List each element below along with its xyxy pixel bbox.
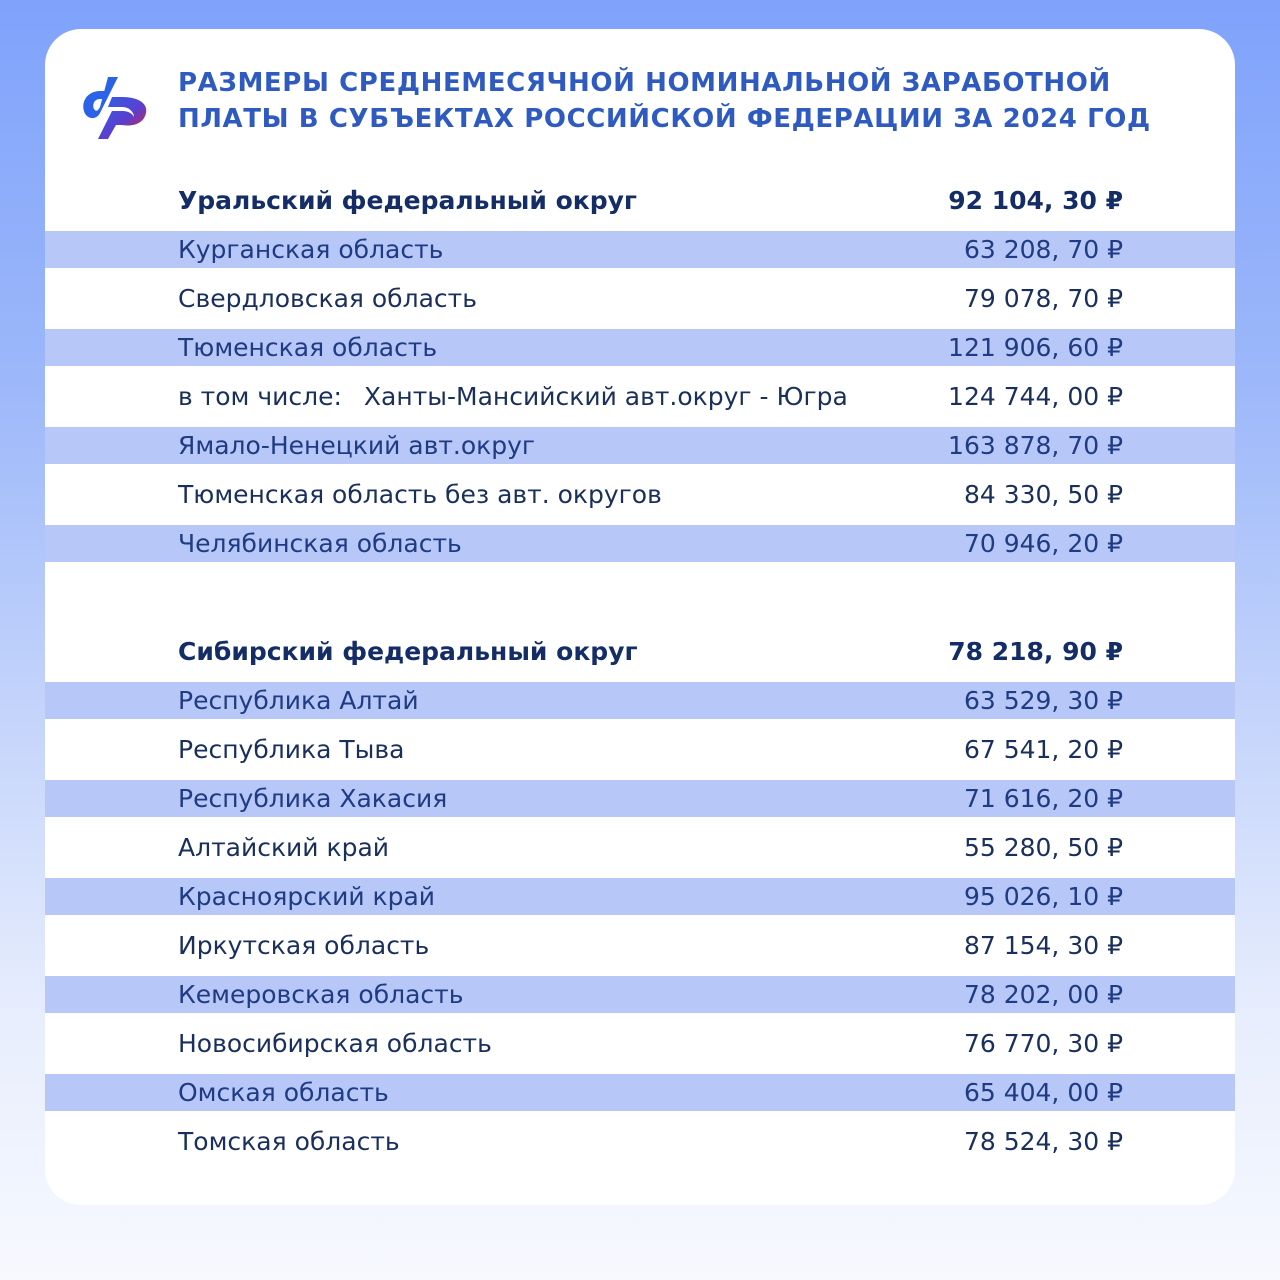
region-name: Челябинская область: [178, 529, 462, 558]
region-name: Кемеровская область: [178, 980, 464, 1009]
region-value: 65 404, 00 ₽: [963, 1078, 1123, 1107]
section-siberian: Сибирский федеральный округ 78 218, 90 ₽…: [45, 627, 1235, 1166]
region-name: Республика Алтай: [178, 686, 419, 715]
table-row: Свердловская область 79 078, 70 ₽: [45, 274, 1235, 323]
title-line-2: платы в субъектах Российской Федерации з…: [178, 104, 1151, 134]
district-name: Уральский федеральный округ: [178, 186, 637, 215]
table-row: Курганская область 63 208, 70 ₽: [45, 225, 1235, 274]
table-row: Омская область 65 404, 00 ₽: [45, 1068, 1235, 1117]
region-value: 95 026, 10 ₽: [963, 882, 1123, 911]
sfr-logo-icon: [83, 77, 147, 139]
region-name: Тюменская область: [178, 333, 438, 362]
region-name: Республика Тыва: [178, 735, 405, 764]
region-value: 55 280, 50 ₽: [963, 833, 1123, 862]
region-name: Курганская область: [178, 235, 444, 264]
district-value: 78 218, 90 ₽: [948, 637, 1123, 666]
region-name-text: Ханты-Мансийский авт.округ - Югра: [363, 382, 848, 411]
title-line-1: Размеры среднемесячной номинальной зараб…: [178, 68, 1111, 98]
region-value: 78 524, 30 ₽: [963, 1127, 1123, 1156]
region-value: 63 208, 70 ₽: [963, 235, 1123, 264]
table-row: Челябинская область 70 946, 20 ₽: [45, 519, 1235, 568]
table-row: Томская область 78 524, 30 ₽: [45, 1117, 1235, 1166]
table-row: Иркутская область 87 154, 30 ₽: [45, 921, 1235, 970]
region-name: Тюменская область без авт. округов: [178, 480, 662, 509]
page-title: Размеры среднемесячной номинальной зараб…: [178, 65, 1178, 137]
region-value: 76 770, 30 ₽: [963, 1029, 1123, 1058]
table-row: Новосибирская область 76 770, 30 ₽: [45, 1019, 1235, 1068]
region-name: Томская область: [178, 1127, 400, 1156]
region-value: 124 744, 00 ₽: [948, 382, 1123, 411]
region-value: 63 529, 30 ₽: [963, 686, 1123, 715]
region-name: Иркутская область: [178, 931, 430, 960]
region-value: 71 616, 20 ₽: [963, 784, 1123, 813]
district-value: 92 104, 30 ₽: [948, 186, 1123, 215]
section-header-row: Уральский федеральный округ 92 104, 30 ₽: [45, 176, 1235, 225]
section-ural: Уральский федеральный округ 92 104, 30 ₽…: [45, 176, 1235, 568]
table-row: Ямало-Ненецкий авт.округ 163 878, 70 ₽: [45, 421, 1235, 470]
table-row: Красноярский край 95 026, 10 ₽: [45, 872, 1235, 921]
region-value: 67 541, 20 ₽: [963, 735, 1123, 764]
table-row: Тюменская область 121 906, 60 ₽: [45, 323, 1235, 372]
section-header-row: Сибирский федеральный округ 78 218, 90 ₽: [45, 627, 1235, 676]
region-value: 70 946, 20 ₽: [963, 529, 1123, 558]
region-name: Красноярский край: [178, 882, 436, 911]
region-value: 87 154, 30 ₽: [963, 931, 1123, 960]
region-name: Республика Хакасия: [178, 784, 448, 813]
table-row: Тюменская область без авт. округов 84 33…: [45, 470, 1235, 519]
region-value: 121 906, 60 ₽: [948, 333, 1123, 362]
region-name: Ямало-Ненецкий авт.округ: [178, 431, 536, 460]
table-row: Алтайский край 55 280, 50 ₽: [45, 823, 1235, 872]
region-name: в том числе: Ханты-Мансийский авт.округ -…: [178, 372, 848, 421]
salary-card: Размеры среднемесячной номинальной зараб…: [45, 29, 1235, 1205]
region-value: 84 330, 50 ₽: [963, 480, 1123, 509]
table-row: в том числе: Ханты-Мансийский авт.округ -…: [45, 372, 1235, 421]
region-name: Свердловская область: [178, 284, 477, 313]
region-name: Омская область: [178, 1078, 389, 1107]
region-name: Алтайский край: [178, 833, 390, 862]
table-row: Республика Хакасия 71 616, 20 ₽: [45, 774, 1235, 823]
region-value: 163 878, 70 ₽: [948, 431, 1123, 460]
region-value: 79 078, 70 ₽: [963, 284, 1123, 313]
table-row: Республика Алтай 63 529, 30 ₽: [45, 676, 1235, 725]
district-name: Сибирский федеральный округ: [178, 637, 638, 666]
table-row: Кемеровская область 78 202, 00 ₽: [45, 970, 1235, 1019]
table-row: Республика Тыва 67 541, 20 ₽: [45, 725, 1235, 774]
including-prefix: в том числе:: [178, 382, 342, 411]
region-value: 78 202, 00 ₽: [963, 980, 1123, 1009]
region-name: Новосибирская область: [178, 1029, 492, 1058]
